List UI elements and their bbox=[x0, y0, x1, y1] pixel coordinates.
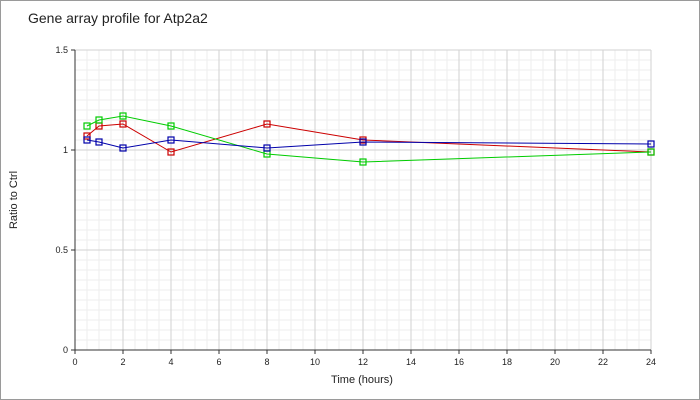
x-tick-label: 4 bbox=[168, 357, 173, 367]
x-tick-label: 10 bbox=[310, 357, 320, 367]
series-1-point bbox=[119, 120, 127, 128]
series-3-point bbox=[95, 138, 103, 146]
series-1-line bbox=[86, 123, 652, 153]
y-tick-label: 0 bbox=[63, 345, 68, 355]
series-1-point bbox=[83, 132, 91, 140]
x-tick-label: 18 bbox=[502, 357, 512, 367]
y-tick-label: 1 bbox=[63, 145, 68, 155]
series-2-point bbox=[119, 112, 127, 120]
series-3-point bbox=[263, 144, 271, 152]
x-tick-label: 24 bbox=[646, 357, 656, 367]
series-2-point bbox=[359, 158, 367, 166]
x-tick-label: 0 bbox=[72, 357, 77, 367]
x-tick-label: 20 bbox=[550, 357, 560, 367]
series-2-line bbox=[86, 115, 652, 163]
series-2-point bbox=[647, 148, 655, 156]
series-3-point bbox=[359, 138, 367, 146]
x-tick-label: 14 bbox=[406, 357, 416, 367]
series-3-point bbox=[119, 144, 127, 152]
series-2-point bbox=[83, 122, 91, 130]
x-tick-label: 12 bbox=[358, 357, 368, 367]
chart-title: Gene array profile for Atp2a2 bbox=[28, 10, 208, 26]
series-3-point bbox=[167, 136, 175, 144]
x-tick-label: 2 bbox=[120, 357, 125, 367]
series-3-point bbox=[83, 136, 91, 144]
x-tick-label: 6 bbox=[216, 357, 221, 367]
x-tick-label: 16 bbox=[454, 357, 464, 367]
y-tick-label: 1.5 bbox=[55, 45, 68, 55]
series-3-point bbox=[647, 140, 655, 148]
y-tick-label: 0.5 bbox=[55, 245, 68, 255]
series-2-point bbox=[167, 122, 175, 130]
series-1-point bbox=[263, 120, 271, 128]
x-axis-label: Time (hours) bbox=[331, 374, 393, 386]
x-tick-label: 22 bbox=[598, 357, 608, 367]
series-1-point bbox=[167, 148, 175, 156]
series-3-line bbox=[86, 139, 652, 149]
x-tick-label: 8 bbox=[264, 357, 269, 367]
series-2-point bbox=[95, 116, 103, 124]
